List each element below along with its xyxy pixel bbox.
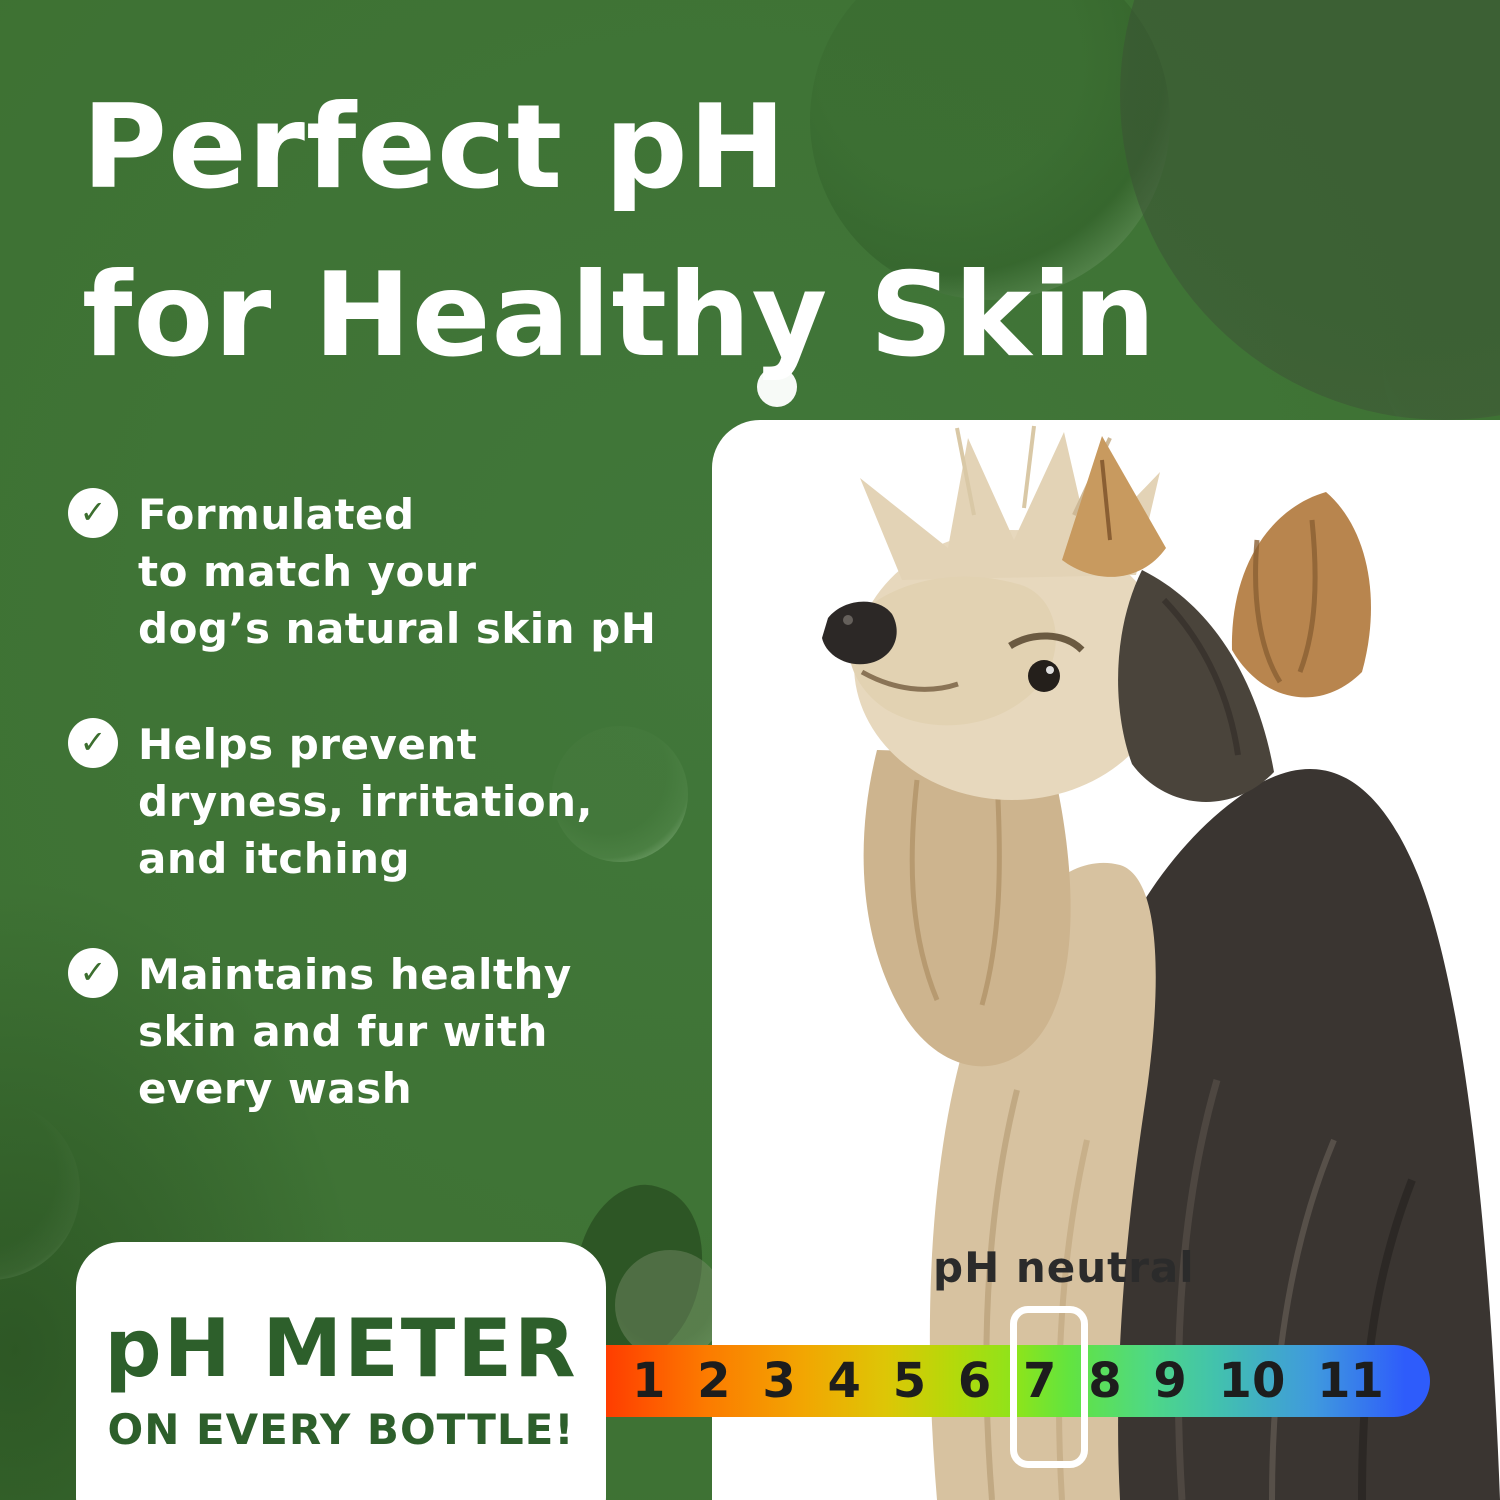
- page-title-line1: Perfect pH: [82, 80, 787, 215]
- ph-scale-value: 6: [957, 1353, 992, 1409]
- checkmark-icon: ✓: [68, 718, 118, 768]
- ph-scale-bar: 1 2 3 4 5 6 7 8 9 10 11: [606, 1345, 1430, 1417]
- bubble-decoration: [615, 1250, 725, 1360]
- benefit-item-formulated: ✓ Formulated to match your dog’s natural…: [68, 486, 688, 657]
- ph-scale-value: 7: [1023, 1353, 1057, 1409]
- benefit-text: Maintains healthy skin and fur with ever…: [138, 950, 572, 1113]
- ph-scale-value: 3: [762, 1353, 796, 1409]
- ph-meter-title: pH METER: [104, 1302, 578, 1395]
- benefit-item-prevent: ✓ Helps prevent dryness, irritation, and…: [68, 716, 688, 887]
- ph-neutral-label: pH neutral: [933, 1243, 1195, 1292]
- ph-neutral-highlight-box: [1010, 1306, 1088, 1468]
- ph-scale-value: 4: [827, 1353, 861, 1409]
- benefit-list: ✓ Formulated to match your dog’s natural…: [68, 486, 688, 1176]
- dog-photo-card: [712, 420, 1500, 1500]
- page-title: Perfect pH for Healthy Skin: [82, 64, 1157, 400]
- benefit-text: Helps prevent dryness, irritation, and i…: [138, 720, 593, 883]
- ph-scale-value: 9: [1153, 1353, 1187, 1409]
- ph-meter-callout: pH METER ON EVERY BOTTLE!: [76, 1242, 606, 1500]
- ph-scale-value: 2: [697, 1353, 731, 1409]
- ph-scale-value: 10: [1218, 1353, 1286, 1409]
- ph-scale-value: 11: [1317, 1353, 1384, 1409]
- ph-scale-value: 5: [892, 1353, 927, 1409]
- ph-scale-value: 1: [632, 1353, 666, 1409]
- checkmark-icon: ✓: [68, 948, 118, 998]
- ph-scale-value: 8: [1088, 1353, 1122, 1409]
- page-title-line2: for Healthy Skin: [82, 248, 1157, 384]
- checkmark-icon: ✓: [68, 488, 118, 538]
- benefit-text: Formulated to match your dog’s natural s…: [138, 490, 657, 653]
- dog-photo: [822, 425, 1500, 1500]
- benefit-item-maintains: ✓ Maintains healthy skin and fur with ev…: [68, 946, 688, 1117]
- ph-meter-subtitle: ON EVERY BOTTLE!: [107, 1405, 575, 1454]
- bubble-decoration: [757, 367, 797, 407]
- bubble-decoration: [1120, 0, 1500, 420]
